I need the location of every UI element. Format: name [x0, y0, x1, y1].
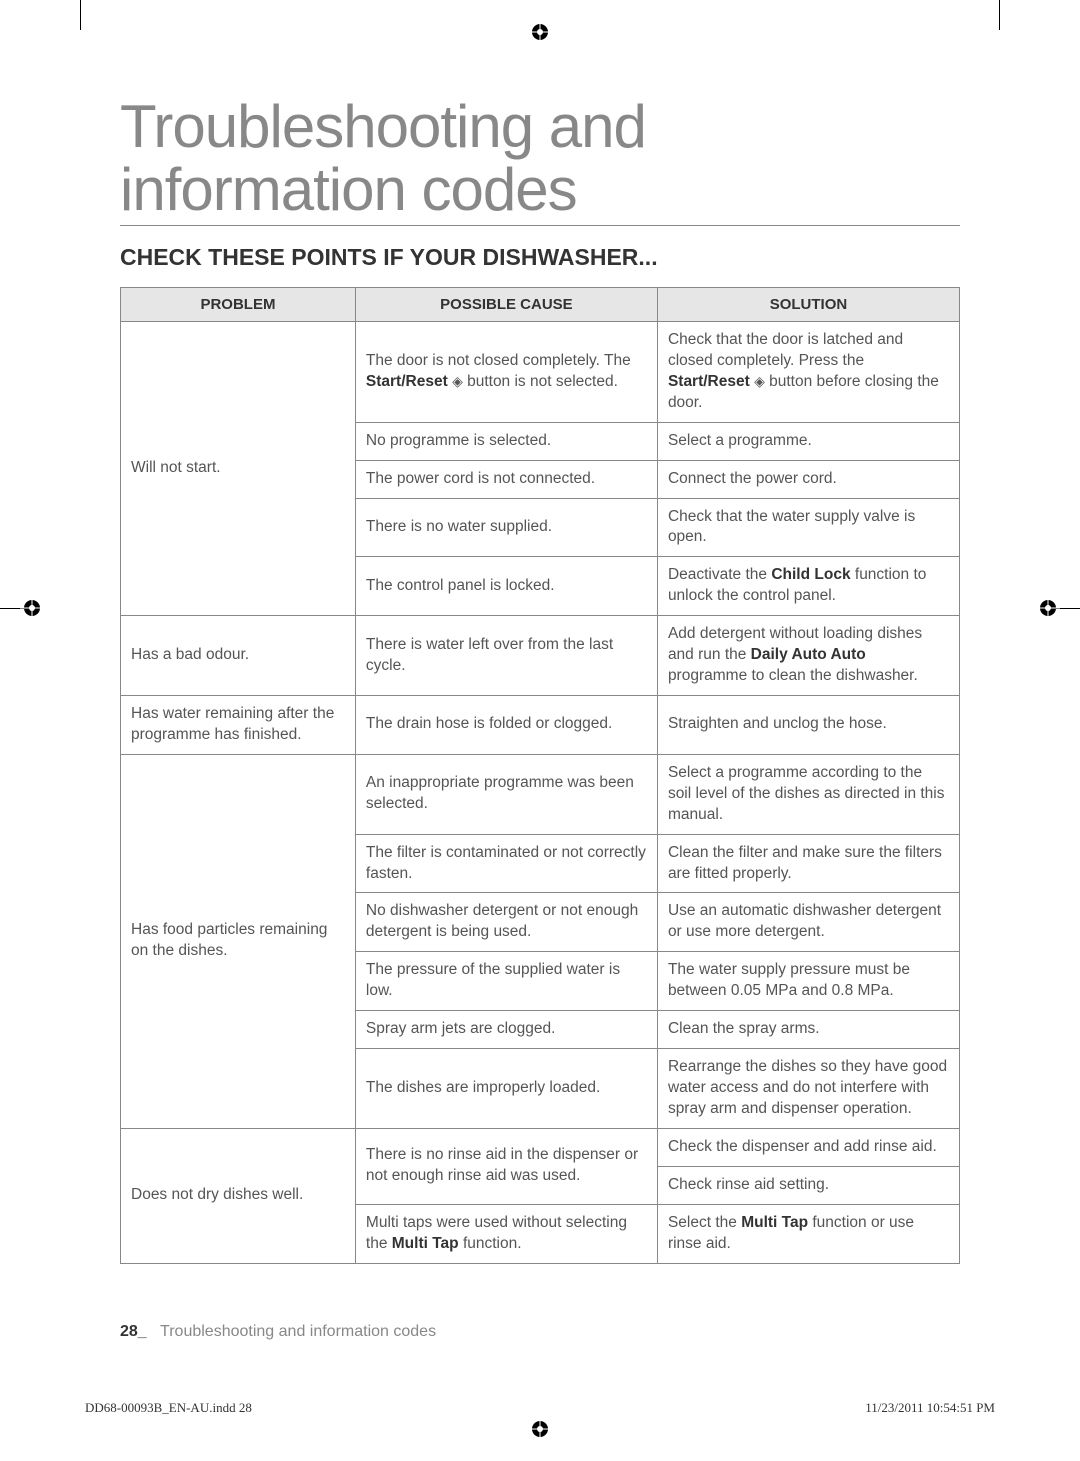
solution-cell: Check that the water supply valve is ope… — [657, 498, 959, 557]
cause-cell: Multi taps were used without selecting t… — [355, 1204, 657, 1263]
column-header-problem: PROBLEM — [121, 288, 356, 322]
problem-cell: Will not start. — [121, 322, 356, 616]
cause-cell: The power cord is not connected. — [355, 460, 657, 498]
solution-cell: Straighten and unclog the hose. — [657, 695, 959, 754]
column-header-solution: SOLUTION — [657, 288, 959, 322]
table-header-row: PROBLEM POSSIBLE CAUSE SOLUTION — [121, 288, 960, 322]
solution-cell: Check the dispenser and add rinse aid. — [657, 1128, 959, 1166]
cause-cell: The control panel is locked. — [355, 557, 657, 616]
solution-cell: Select the Multi Tap function or use rin… — [657, 1204, 959, 1263]
problem-cell: Has water remaining after the programme … — [121, 695, 356, 754]
column-header-cause: POSSIBLE CAUSE — [355, 288, 657, 322]
solution-cell: Select a programme. — [657, 422, 959, 460]
cause-cell: There is no rinse aid in the dispenser o… — [355, 1128, 657, 1204]
problem-cell: Does not dry dishes well. — [121, 1128, 356, 1263]
solution-cell: Select a programme according to the soil… — [657, 754, 959, 834]
solution-cell: Deactivate the Child Lock function to un… — [657, 557, 959, 616]
cause-cell: The dishes are improperly loaded. — [355, 1049, 657, 1129]
crop-mark — [80, 0, 81, 30]
table-row: Will not start.The door is not closed co… — [121, 322, 960, 423]
crop-mark — [999, 0, 1000, 30]
table-row: Does not dry dishes well.There is no rin… — [121, 1128, 960, 1166]
title-line-2: information codes — [120, 156, 577, 223]
solution-cell: Add detergent without loading dishes and… — [657, 616, 959, 696]
page-title: Troubleshooting and information codes — [120, 95, 960, 221]
print-timestamp: 11/23/2011 10:54:51 PM — [865, 1400, 995, 1416]
page-number: 28_ — [120, 1323, 147, 1340]
cause-cell: Spray arm jets are clogged. — [355, 1011, 657, 1049]
registration-mark-icon — [528, 20, 552, 44]
solution-cell: Clean the filter and make sure the filte… — [657, 834, 959, 893]
cause-cell: The pressure of the supplied water is lo… — [355, 952, 657, 1011]
table-row: Has water remaining after the programme … — [121, 695, 960, 754]
page-footer: 28_ Troubleshooting and information code… — [120, 1323, 436, 1341]
cause-cell: The filter is contaminated or not correc… — [355, 834, 657, 893]
title-underline — [120, 225, 960, 226]
solution-cell: Clean the spray arms. — [657, 1011, 959, 1049]
cause-cell: The door is not closed completely. The S… — [355, 322, 657, 423]
cause-cell: The drain hose is folded or clogged. — [355, 695, 657, 754]
problem-cell: Has food particles remaining on the dish… — [121, 754, 356, 1128]
section-heading: CHECK THESE POINTS IF YOUR DISHWASHER... — [120, 244, 960, 271]
cause-cell: There is no water supplied. — [355, 498, 657, 557]
table-row: Has a bad odour.There is water left over… — [121, 616, 960, 696]
solution-cell: Use an automatic dishwasher detergent or… — [657, 893, 959, 952]
cause-cell: No programme is selected. — [355, 422, 657, 460]
page-content: Troubleshooting and information codes CH… — [120, 95, 960, 1264]
troubleshooting-table: PROBLEM POSSIBLE CAUSE SOLUTION Will not… — [120, 287, 960, 1264]
cause-cell: There is water left over from the last c… — [355, 616, 657, 696]
registration-mark-icon — [20, 596, 44, 620]
title-line-1: Troubleshooting and — [120, 93, 646, 160]
solution-cell: Check rinse aid setting. — [657, 1166, 959, 1204]
cause-cell: An inappropriate programme was been sele… — [355, 754, 657, 834]
solution-cell: Connect the power cord. — [657, 460, 959, 498]
registration-mark-icon — [528, 1417, 552, 1441]
footer-section-title: Troubleshooting and information codes — [160, 1323, 436, 1340]
solution-cell: Rearrange the dishes so they have good w… — [657, 1049, 959, 1129]
print-filename: DD68-00093B_EN-AU.indd 28 — [85, 1400, 252, 1416]
solution-cell: The water supply pressure must be betwee… — [657, 952, 959, 1011]
table-row: Has food particles remaining on the dish… — [121, 754, 960, 834]
cause-cell: No dishwasher detergent or not enough de… — [355, 893, 657, 952]
registration-mark-icon — [1036, 596, 1060, 620]
problem-cell: Has a bad odour. — [121, 616, 356, 696]
solution-cell: Check that the door is latched and close… — [657, 322, 959, 423]
